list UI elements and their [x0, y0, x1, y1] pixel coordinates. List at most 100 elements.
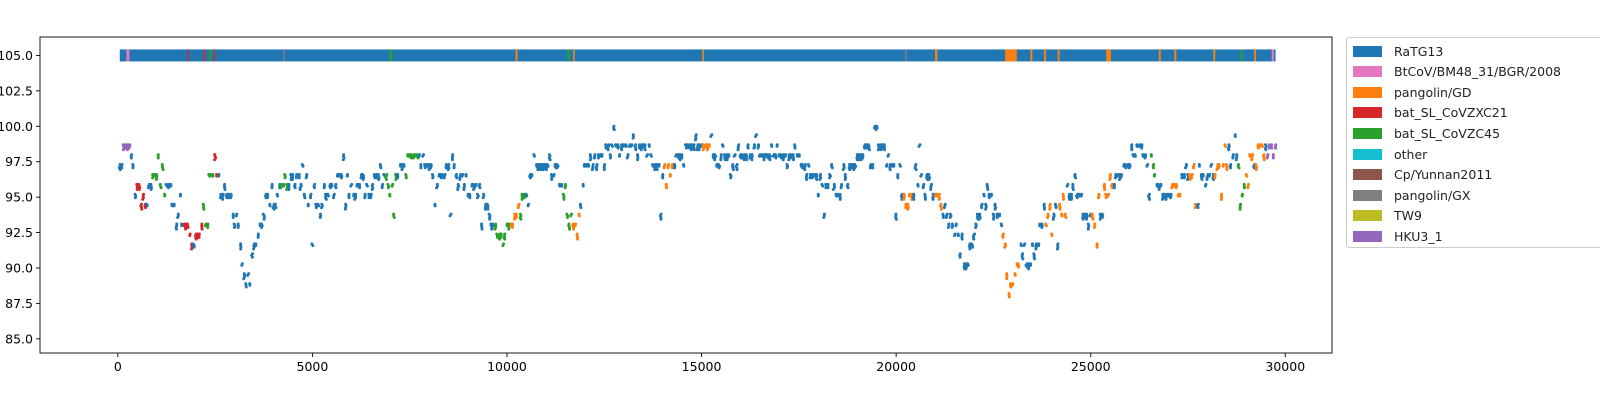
scatter-point [982, 194, 986, 198]
scatter-point [748, 156, 752, 160]
top-bar-segment [1271, 49, 1275, 62]
scatter-point [154, 178, 158, 182]
legend-item: TW9 [1353, 206, 1422, 226]
scatter-point [1135, 144, 1139, 148]
scatter-point [611, 144, 615, 148]
scatter-point [1042, 207, 1046, 211]
legend-label: pangolin/GX [1394, 187, 1471, 203]
scatter-point [665, 186, 669, 190]
scatter-point [1260, 144, 1264, 148]
scatter-point [1050, 234, 1054, 238]
scatter-point [588, 158, 592, 162]
scatter-point [655, 168, 659, 172]
scatter-point [1246, 186, 1250, 190]
scatter-point [1254, 168, 1258, 172]
scatter-point [1013, 273, 1017, 277]
scatter-point [285, 187, 289, 191]
legend-swatch [1353, 107, 1382, 119]
scatter-point [1000, 224, 1004, 228]
scatter-point [1055, 247, 1059, 251]
scatter-point [1060, 214, 1064, 218]
scatter-point [1140, 146, 1144, 150]
scatter-point [954, 224, 958, 228]
scatter-point [596, 156, 600, 160]
scatter-point [141, 197, 145, 201]
scatter-point [719, 158, 723, 162]
scatter-point [481, 196, 485, 200]
scatter-point [1152, 174, 1156, 178]
scatter-point [478, 186, 482, 190]
scatter-point [692, 148, 696, 152]
scatter-point [1103, 187, 1107, 191]
scatter-point [697, 148, 701, 152]
top-bar-segment [1213, 49, 1216, 62]
scatter-point [458, 178, 462, 182]
scatter-point [388, 194, 392, 198]
scatter-point [1224, 144, 1228, 148]
scatter-point [526, 204, 530, 208]
scatter-point [290, 178, 294, 182]
scatter-point [530, 174, 534, 178]
scatter-point [1151, 166, 1155, 170]
scatter-point [151, 176, 155, 180]
scatter-point [600, 154, 604, 158]
scatter-point [701, 148, 705, 152]
scatter-point [592, 156, 596, 160]
scatter-point [647, 144, 651, 148]
scatter-point [735, 168, 739, 172]
scatter-point [649, 154, 653, 158]
scatter-point [1201, 174, 1205, 178]
scatter-point [972, 237, 976, 241]
scatter-point [721, 144, 725, 148]
scatter-point [709, 134, 713, 138]
y-tick-label: 105.0 [0, 48, 33, 63]
legend-label: bat_SL_CoVZC45 [1394, 125, 1501, 141]
scatter-point [294, 176, 298, 180]
legend-swatch [1353, 66, 1382, 78]
scatter-point [939, 207, 943, 211]
scatter-point [135, 187, 139, 191]
scatter-point [1084, 217, 1088, 221]
scatter-point [620, 148, 624, 152]
scatter-point [282, 184, 286, 188]
scatter-point [892, 164, 896, 168]
scatter-point [455, 176, 459, 180]
scatter-point [1264, 148, 1268, 152]
scatter-point [1096, 196, 1100, 200]
scatter-point [1265, 156, 1269, 160]
scatter-point [1007, 295, 1011, 299]
scatter-point [1127, 166, 1131, 170]
scatter-point [674, 154, 678, 158]
top-bar-segment [1057, 49, 1060, 62]
scatter-point [419, 166, 423, 170]
scatter-point [1192, 166, 1196, 170]
scatter-point [968, 247, 972, 251]
legend-label: TW9 [1394, 208, 1422, 224]
scatter-point [636, 158, 640, 162]
scatter-point [324, 197, 328, 201]
scatter-point [129, 156, 133, 160]
scatter-point [668, 174, 672, 178]
scatter-point [1100, 216, 1104, 220]
top-bar-layer [119, 49, 1276, 62]
scatter-point [396, 176, 400, 180]
scatter-point [1233, 134, 1237, 138]
scatter-point [1166, 194, 1170, 198]
top-bar-segment [283, 49, 285, 62]
scatter-point [1149, 154, 1153, 158]
scatter-point [448, 214, 452, 218]
y-tick-label: 87.5 [5, 296, 33, 311]
scatter-point [197, 235, 201, 239]
legend-label: RaTG13 [1394, 43, 1444, 59]
top-bar-segment [573, 49, 575, 62]
scatter-point [645, 154, 649, 158]
scatter-point [450, 158, 454, 162]
scatter-point [402, 164, 406, 168]
scatter-point [322, 186, 326, 190]
scatter-point [520, 197, 524, 201]
scatter-point [931, 197, 935, 201]
y-tick-label: 100.0 [0, 119, 33, 134]
scatter-point [460, 174, 464, 178]
scatter-point [361, 178, 365, 182]
x-tick-label: 5000 [297, 359, 329, 374]
